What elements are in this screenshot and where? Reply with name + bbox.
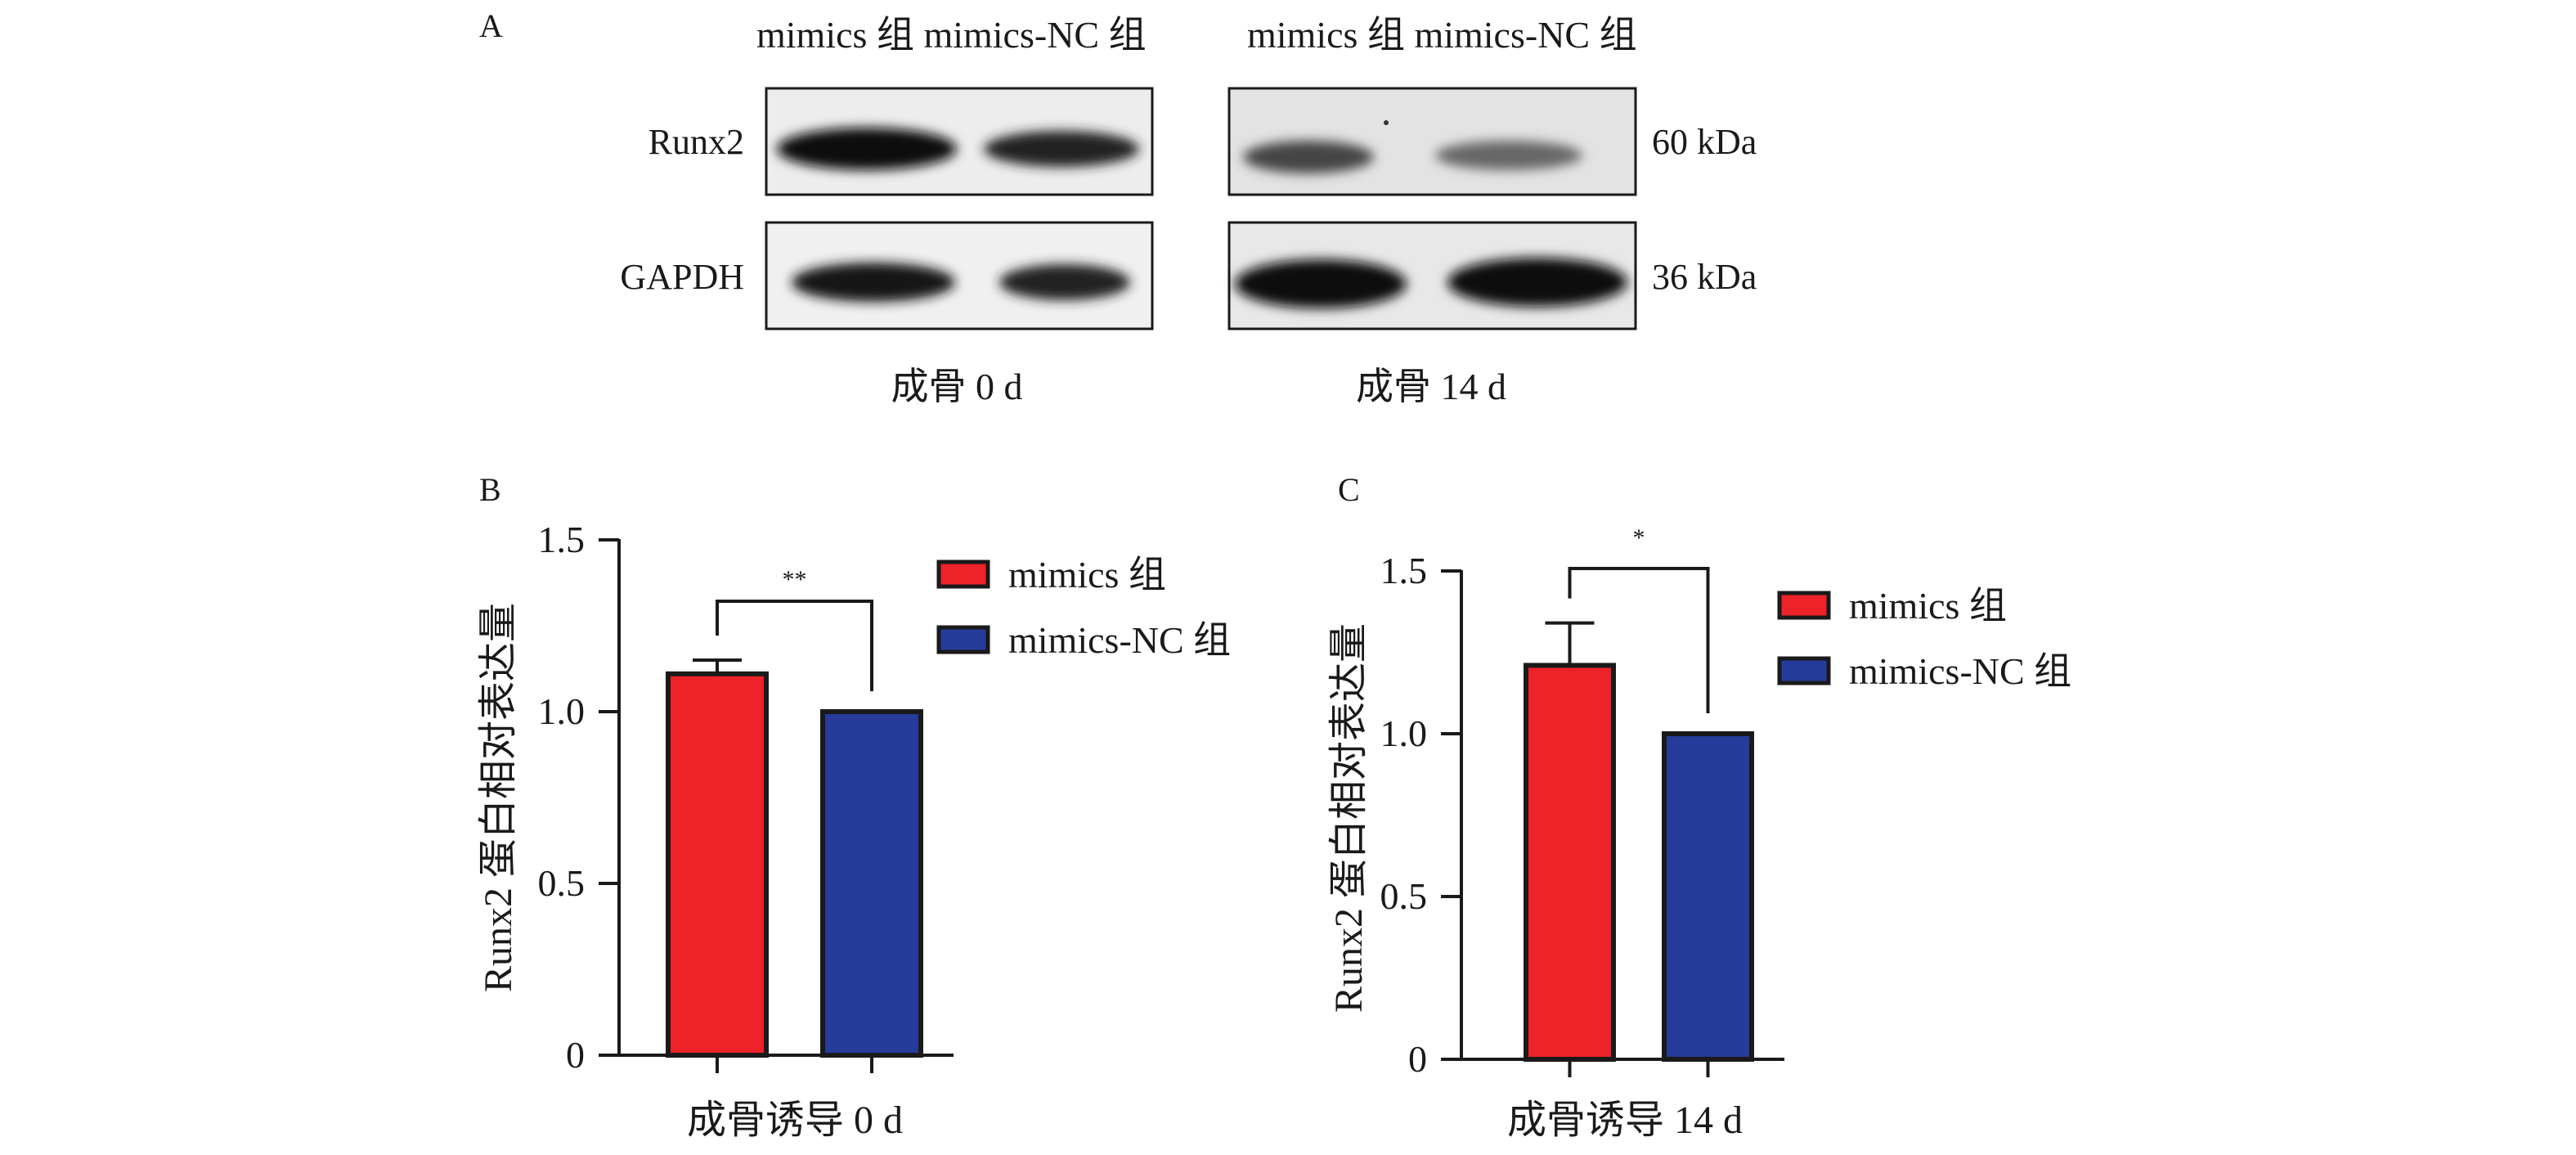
legend-swatch-mimics [1777, 591, 1831, 620]
lane-header-14d: mimics 组 mimics-NC 组 [1247, 14, 1637, 56]
y-axis-label: Runx2 蛋白相对表达量 [1327, 623, 1371, 1013]
bar-mimics [666, 671, 769, 1058]
y-tick-label: 0.5 [1380, 875, 1428, 917]
legend-swatch-mimics [936, 560, 990, 589]
y-tick-label: 0.5 [538, 862, 586, 904]
y-tick-label: 1.5 [1380, 550, 1428, 591]
band-runx2-14d-nc [1435, 141, 1582, 170]
significance-bracket [1568, 567, 1710, 713]
band-gapdh-0d-mimics [792, 263, 955, 302]
blot-runx2-0d [765, 87, 1154, 196]
panel-letter: B [479, 471, 501, 508]
band-runx2-0d-nc [984, 131, 1139, 167]
legend-label-mimics: mimics 组 [1849, 585, 2007, 627]
x-axis-label: 成骨诱导 14 d [1507, 1099, 1743, 1142]
band-runx2-0d-mimics [777, 128, 957, 170]
bar-mimics [1524, 663, 1616, 1062]
legend-swatch-mimics-nc [1777, 656, 1831, 685]
band-runx2-14d-mimics [1243, 141, 1374, 173]
y-axis-label: Runx2 蛋白相对表达量 [477, 603, 520, 992]
blot-gapdh-0d [765, 221, 1154, 330]
blot-gapdh-14d [1227, 221, 1637, 330]
legend-label-mimics-nc: mimics-NC 组 [1849, 650, 2071, 692]
legend-swatch-mimics-nc [936, 625, 990, 654]
row-label-runx2: Runx2 [648, 122, 744, 162]
significance-marker: * [1633, 524, 1645, 551]
lane-header-0d: mimics 组 mimics-NC 组 [756, 14, 1147, 56]
panel-letter: C [1338, 471, 1360, 508]
blot-speck [1384, 120, 1389, 125]
y-tick-label: 1.5 [538, 519, 586, 560]
y-tick-label: 1.0 [538, 690, 586, 732]
bar-mimics-nc [1662, 731, 1754, 1062]
kda-label-36: 36 kDa [1652, 257, 1757, 297]
timepoint-0d: 成骨 0 d [891, 366, 1023, 407]
legend-label-mimics-nc: mimics-NC 组 [1008, 619, 1231, 661]
band-gapdh-0d-nc [999, 264, 1130, 300]
legend-label-mimics: mimics 组 [1008, 554, 1166, 595]
timepoint-14d: 成骨 14 d [1356, 366, 1506, 407]
x-axis-label: 成骨诱导 0 d [687, 1099, 903, 1142]
blot-runx2-14d [1227, 87, 1637, 196]
significance-bracket [716, 600, 873, 691]
significance-marker: ** [783, 566, 807, 593]
band-gapdh-14d-nc [1447, 258, 1627, 307]
y-tick-label: 0 [566, 1034, 585, 1076]
panel-a: A mimics 组 mimics-NC 组 mimics 组 mimics-N… [479, 7, 1757, 407]
kda-label-60: 60 kDa [1652, 122, 1757, 162]
row-label-gapdh: GAPDH [620, 257, 744, 297]
panel-a-letter: A [479, 7, 503, 44]
y-tick-label: 0 [1408, 1038, 1427, 1080]
band-gapdh-14d-mimics [1235, 259, 1407, 308]
y-tick-label: 1.0 [1380, 712, 1428, 754]
bar-mimics-nc [820, 709, 923, 1058]
